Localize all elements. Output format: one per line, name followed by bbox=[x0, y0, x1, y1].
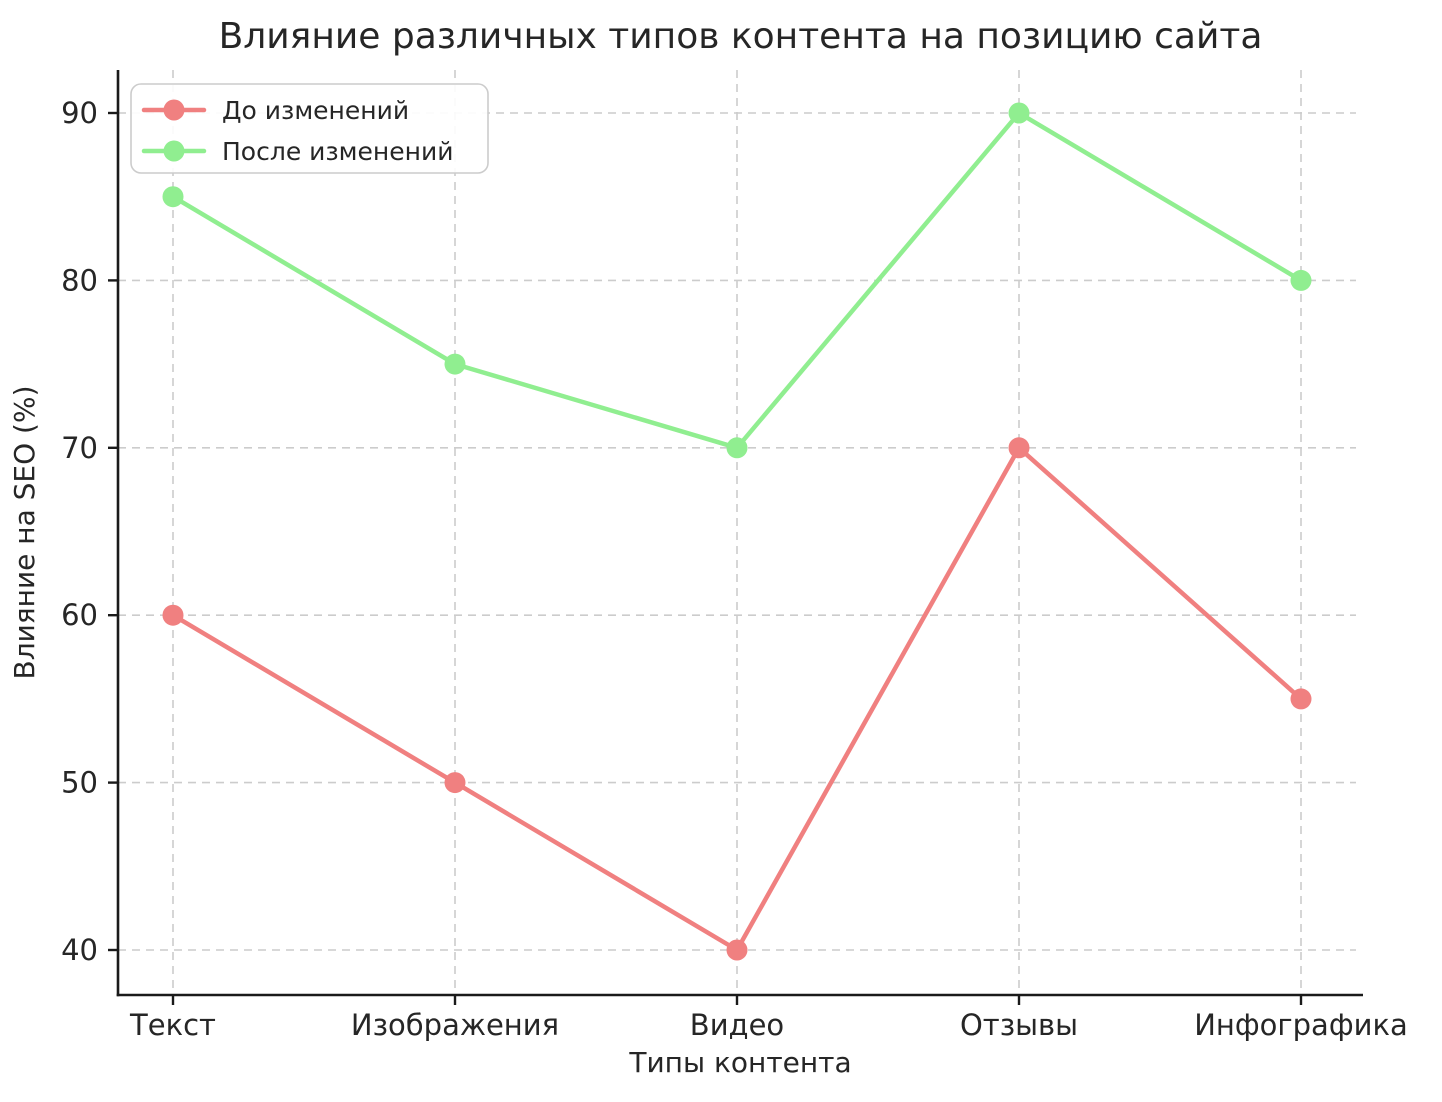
data-point bbox=[162, 604, 184, 626]
x-tick-label: Видео bbox=[690, 1008, 784, 1042]
tick-marks bbox=[108, 111, 1303, 1005]
axes-spines bbox=[116, 70, 1363, 997]
data-point bbox=[444, 772, 466, 794]
y-tick-label: 90 bbox=[61, 96, 98, 130]
legend-box bbox=[130, 83, 489, 174]
y-tick-label: 70 bbox=[61, 431, 98, 465]
data-point bbox=[1290, 269, 1312, 291]
chart-title: Влияние различных типов контента на пози… bbox=[219, 16, 1263, 57]
legend-item: До изменений bbox=[141, 96, 409, 125]
data-point bbox=[726, 437, 748, 459]
data-point bbox=[1290, 688, 1312, 710]
y-tick-label: 80 bbox=[61, 263, 98, 297]
x-tick-label: Текст bbox=[129, 1008, 216, 1042]
legend-label: После изменений bbox=[222, 137, 454, 166]
data-point bbox=[162, 186, 184, 208]
legend-item: После изменений bbox=[141, 137, 454, 166]
x-tick-label: Изображения bbox=[351, 1008, 559, 1042]
x-tick-label: Инфографика bbox=[1194, 1008, 1408, 1042]
y-tick-label: 60 bbox=[61, 598, 98, 632]
data-point bbox=[1008, 102, 1030, 124]
y-axis-label: Влияние на SEO (%) bbox=[8, 386, 41, 680]
series-0 bbox=[162, 437, 1312, 961]
y-tick-label: 40 bbox=[61, 933, 98, 967]
y-tick-label: 50 bbox=[61, 766, 98, 800]
legend-marker bbox=[163, 140, 185, 162]
x-axis-label: Типы контента bbox=[628, 1046, 851, 1079]
legend-label: До изменений bbox=[222, 96, 409, 125]
legend-marker bbox=[163, 99, 185, 121]
data-point bbox=[1008, 437, 1030, 459]
data-point bbox=[726, 939, 748, 961]
legend: До изменений После изменений bbox=[130, 83, 489, 174]
series-1 bbox=[162, 102, 1312, 459]
data-point bbox=[444, 353, 466, 375]
x-tick-label: Отзывы bbox=[960, 1008, 1078, 1042]
